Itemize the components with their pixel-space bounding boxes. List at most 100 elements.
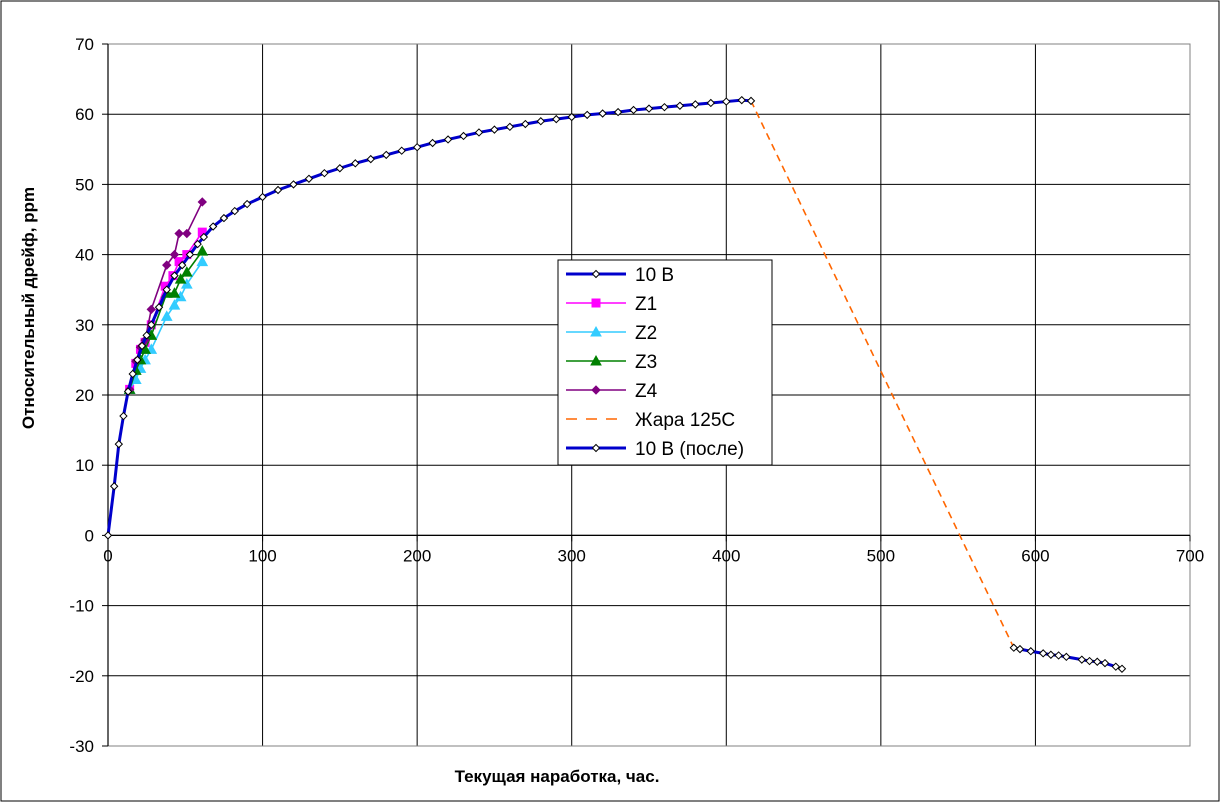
data-point: [196, 245, 209, 256]
data-point: [428, 138, 437, 148]
data-point: [258, 192, 267, 202]
data-point: [162, 285, 171, 294]
x-tick-label: 0: [103, 546, 112, 565]
data-point: [521, 119, 530, 129]
x-axis-title: Текущая наработка, час.: [455, 767, 660, 786]
data-point: [128, 369, 137, 379]
data-point: [147, 320, 156, 330]
data-point: [1038, 649, 1048, 658]
x-tick-label: 500: [867, 546, 895, 565]
data-point: [567, 112, 576, 122]
data-point: [168, 287, 181, 298]
y-tick-label: 10: [75, 456, 94, 475]
data-point: [208, 222, 218, 231]
data-point: [1077, 655, 1087, 664]
legend-label: Жара 125С: [635, 410, 735, 431]
data-point: [199, 232, 209, 242]
data-point: [169, 249, 180, 260]
legend-box: [557, 259, 773, 466]
data-point: [1026, 647, 1035, 656]
data-point: [459, 131, 468, 141]
data-point: [1015, 644, 1025, 654]
legend-marker: [591, 443, 601, 453]
data-point: [142, 331, 151, 340]
y-tick-label: 0: [85, 526, 94, 545]
data-point: [582, 110, 592, 120]
data-point: [598, 109, 607, 118]
series-5: [750, 100, 1015, 649]
data-point: [1054, 651, 1063, 660]
data-point: [230, 206, 239, 216]
y-tick-label: 40: [75, 246, 94, 265]
x-tick-label: 200: [403, 546, 431, 565]
data-point: [119, 411, 128, 421]
data-point: [335, 164, 345, 173]
legend-item: Z4: [566, 381, 658, 402]
legend-label: 10 В (после): [635, 439, 744, 460]
data-point: [691, 100, 700, 109]
legend-label: Z2: [635, 323, 657, 344]
data-point: [382, 150, 391, 160]
legend-marker: [590, 354, 602, 366]
data-point: [1117, 664, 1127, 673]
y-tick-label: 50: [75, 175, 94, 194]
data-point: [304, 174, 314, 183]
series-4: [124, 197, 207, 395]
y-axis-title: Относительный дрейф, ppm: [19, 187, 38, 429]
data-point: [660, 102, 669, 112]
legend-item: Z2: [566, 323, 657, 344]
data-point: [154, 303, 164, 312]
legend-item: 10 В: [566, 265, 674, 286]
data-point: [1062, 652, 1071, 662]
data-point: [197, 197, 207, 207]
data-point: [289, 180, 298, 189]
data-point: [613, 107, 623, 117]
axis-layer: [102, 43, 1191, 747]
y-tick-label: 30: [75, 316, 94, 335]
data-point: [1111, 662, 1121, 671]
data-point: [644, 104, 654, 113]
data-point: [629, 105, 638, 115]
legend-item: 10 В (после): [566, 439, 744, 460]
data-point: [123, 387, 133, 396]
data-point: [474, 128, 484, 137]
tick-label-layer: 0 100 200 300 400 500 600 700 -30 -20 -10 0 10 20 30 40…: [69, 35, 1204, 756]
data-point: [174, 228, 184, 239]
legend: 10 В Z1 Z2 Z3 Z4 Жара 125С 10 В (после): [557, 259, 773, 466]
legend-item: Жара 125С: [566, 410, 735, 431]
y-tick-label: 20: [75, 386, 94, 405]
legend-item: Z1: [566, 294, 657, 315]
data-point: [746, 96, 756, 106]
data-point: [722, 97, 731, 106]
data-point: [185, 250, 195, 259]
data-point: [242, 199, 252, 209]
legend-label: Z3: [635, 352, 657, 373]
data-point: [170, 271, 179, 280]
legend-marker: [591, 269, 601, 279]
data-point: [273, 185, 283, 195]
data-point: [675, 101, 685, 110]
y-tick-label: 70: [75, 35, 94, 54]
y-tick-label: 60: [75, 105, 94, 124]
data-point: [162, 260, 172, 270]
x-tick-label: 300: [558, 546, 586, 565]
series-6: [1009, 643, 1127, 673]
series-layer: [103, 95, 1127, 673]
series-0: [103, 95, 756, 540]
data-point: [182, 228, 192, 239]
data-point: [1009, 643, 1018, 652]
data-point: [193, 239, 202, 249]
data-point: [177, 260, 187, 270]
data-point: [490, 125, 499, 134]
legend-marker: [590, 325, 602, 337]
data-point: [505, 122, 515, 132]
data-point: [180, 266, 193, 277]
x-tick-label: 700: [1176, 546, 1204, 565]
legend-label: 10 В: [635, 265, 674, 286]
data-point: [133, 355, 142, 365]
data-point: [146, 304, 156, 315]
data-point: [412, 142, 422, 152]
data-point: [320, 168, 329, 178]
